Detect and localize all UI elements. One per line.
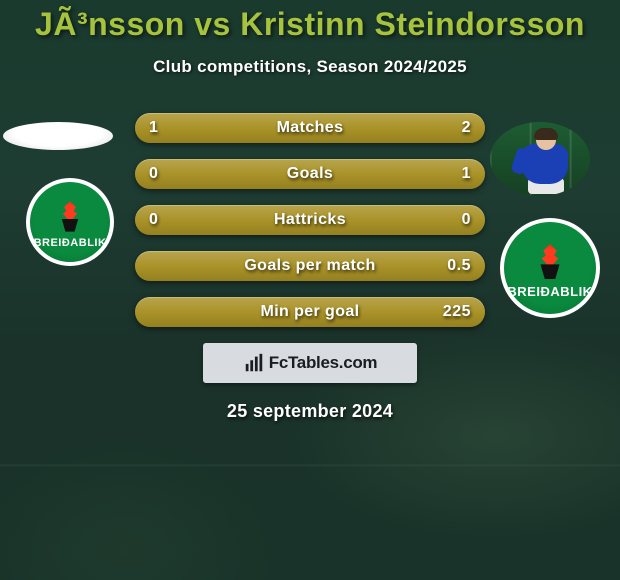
stat-value-right: 2	[462, 113, 471, 143]
infographic: JÃ³nsson vs Kristinn Steindorsson Club c…	[0, 0, 620, 422]
club-name-left: BREIÐABLIK	[30, 237, 110, 249]
stat-label: Min per goal	[135, 297, 485, 327]
stat-row: 0 Hattricks 0	[135, 205, 485, 235]
stat-row: Min per goal 225	[135, 297, 485, 327]
stat-row: Goals per match 0.5	[135, 251, 485, 281]
subtitle: Club competitions, Season 2024/2025	[0, 57, 620, 77]
page-title: JÃ³nsson vs Kristinn Steindorsson	[0, 6, 620, 43]
date-text: 25 september 2024	[0, 401, 620, 422]
brand-card: FcTables.com	[203, 343, 417, 383]
stat-row: 0 Goals 1	[135, 159, 485, 189]
stat-value-right: 0.5	[447, 251, 471, 281]
club-badge-left: BREIÐABLIK	[26, 178, 114, 266]
brand-text: FcTables.com	[269, 353, 378, 373]
stat-label: Hattricks	[135, 205, 485, 235]
stat-value-right: 1	[462, 159, 471, 189]
player-photo-left	[3, 122, 113, 150]
stat-label: Goals	[135, 159, 485, 189]
player-photo-right	[490, 122, 590, 196]
stat-value-right: 0	[462, 205, 471, 235]
stat-bars: 1 Matches 2 0 Goals 1 0 Hattricks 0 Goal…	[135, 113, 485, 327]
stat-row: 1 Matches 2	[135, 113, 485, 143]
stat-label: Matches	[135, 113, 485, 143]
stat-label: Goals per match	[135, 251, 485, 281]
club-badge-right: BREIÐABLIK	[500, 218, 600, 318]
club-name-right: BREIÐABLIK	[504, 284, 596, 299]
stat-value-right: 225	[443, 297, 471, 327]
bar-chart-icon	[243, 352, 265, 374]
